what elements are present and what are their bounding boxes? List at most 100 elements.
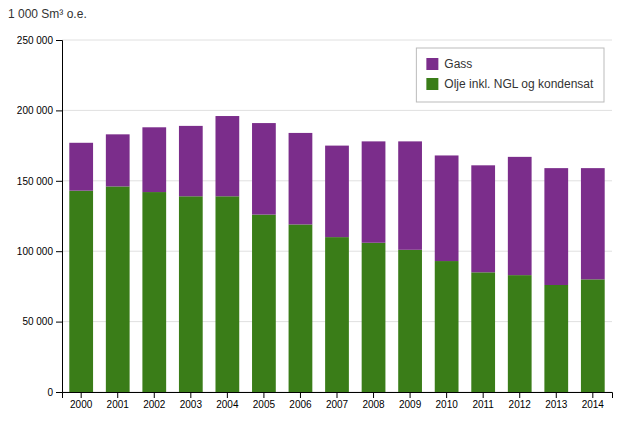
x-axis: 2000 2001 2002 2003 2004 2005 2006 2007 2008 2009… [63,392,613,410]
x-tick-label: 2005 [253,399,276,410]
bar [362,243,386,392]
x-tick-mark [592,392,593,398]
bar [252,215,276,392]
x-tick-label: 2008 [362,399,385,410]
y-tick: 50 000 [22,316,62,327]
grid [62,40,612,392]
bar [544,168,568,285]
bar [106,186,130,392]
x-tick: 2001 [107,392,130,410]
bar [179,126,203,196]
x-tick: 2013 [545,392,568,410]
x-tick-label: 2013 [545,399,568,410]
bar [69,143,93,191]
x-tick-mark [519,392,520,398]
x-tick: 2000 [70,392,93,410]
x-tick-mark [154,392,155,398]
y-tick-label: 50 000 [22,316,53,327]
y-tick-label: 150 000 [17,176,54,187]
x-tick-label: 2006 [289,399,312,410]
y-axis: 0 50 000 100 000 150 000 200 000 250 000 [17,35,63,398]
bar [289,224,313,392]
x-tick: 2012 [509,392,532,410]
x-tick-label: 2014 [582,399,605,410]
x-tick: 2002 [143,392,166,410]
x-tick-label: 2002 [143,399,166,410]
bar [398,250,422,392]
bar-series [69,116,604,285]
bar [508,275,532,392]
y-tick-label: 250 000 [17,35,54,46]
y-tick-label: 0 [47,387,53,398]
x-tick-label: 2010 [436,399,459,410]
x-tick-label: 2012 [509,399,532,410]
bar [69,191,93,392]
bars [69,116,604,392]
bar [106,134,130,186]
grid-line [62,110,612,111]
x-tick: 2009 [399,392,422,410]
legend: Gass Olje inkl. NGL og kondensat [416,48,604,102]
x-tick-mark [300,392,301,398]
y-tick-mark [56,251,62,252]
x-tick-mark [227,392,228,398]
x-tick: 2006 [289,392,312,410]
x-tick-label: 2007 [326,399,349,410]
x-tick-label: 2009 [399,399,422,410]
y-axis-line [56,41,63,393]
x-tick-label: 2011 [472,399,494,410]
x-tick: 2003 [180,392,203,410]
y-tick: 0 [47,387,62,398]
x-tick-mark [483,392,484,398]
bar [362,141,386,242]
legend-item: Olje inkl. NGL og kondensat [426,77,594,91]
x-tick: 2008 [362,392,385,410]
y-tick: 200 000 [17,105,62,116]
bar [544,285,568,392]
bar [435,261,459,392]
y-tick-mark [56,181,62,182]
x-tick-mark [446,392,447,398]
x-tick-mark [556,392,557,398]
y-tick-mark [56,110,62,111]
y-tick-mark [56,392,62,393]
x-tick: 2011 [472,392,494,410]
x-tick-mark [263,392,264,398]
bar [289,133,313,225]
bar [252,123,276,215]
x-tick: 2010 [436,392,459,410]
bar [215,196,239,392]
y-tick-label: 200 000 [17,105,54,116]
plot: 050 000100 000150 000200 000250 00020002… [17,35,613,410]
x-tick: 2014 [582,392,605,410]
x-tick-mark [410,392,411,398]
legend-label: Olje inkl. NGL og kondensat [444,77,594,91]
bar [398,141,422,249]
y-tick: 150 000 [17,176,62,187]
legend-swatch [426,78,438,90]
legend-swatch [426,58,438,70]
y-tick: 100 000 [17,246,62,257]
bar [142,192,166,392]
bar [215,116,239,196]
y-tick-mark [56,322,62,323]
y-axis-label: 1 000 Sm³ o.e. [8,7,87,21]
x-tick-mark [117,392,118,398]
y-tick: 250 000 [17,35,62,46]
bar [325,237,349,392]
grid-line [62,40,612,41]
legend-label: Gass [444,57,472,71]
bar [179,196,203,392]
x-axis-line [63,393,613,399]
bar [508,157,532,275]
bar [435,155,459,261]
x-tick: 2004 [216,392,239,410]
x-tick-label: 2001 [107,399,130,410]
bar [325,146,349,238]
x-tick-label: 2004 [216,399,239,410]
x-tick-label: 2000 [70,399,93,410]
bar [471,272,495,392]
bar [471,165,495,272]
x-tick-mark [337,392,338,398]
x-tick-mark [190,392,191,398]
